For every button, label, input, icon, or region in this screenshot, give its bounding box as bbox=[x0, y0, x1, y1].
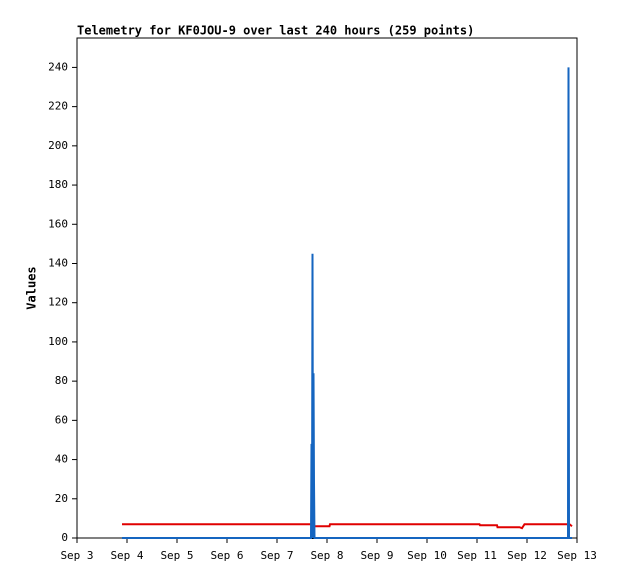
chart-title: Telemetry for KF0JOU-9 over last 240 hou… bbox=[77, 24, 474, 38]
y-tick-label: 160 bbox=[48, 217, 68, 230]
x-tick-label: Sep 10 bbox=[407, 549, 447, 562]
y-tick-label: 200 bbox=[48, 139, 68, 152]
series-line bbox=[122, 523, 573, 530]
x-tick-label: Sep 3 bbox=[60, 549, 93, 562]
y-tick-label: 40 bbox=[55, 453, 68, 466]
y-axis-title: Values bbox=[25, 266, 39, 309]
y-tick-label: 180 bbox=[48, 178, 68, 191]
y-tick-label: 0 bbox=[61, 531, 68, 544]
y-tick-label: 140 bbox=[48, 256, 68, 269]
y-tick-label: 100 bbox=[48, 335, 68, 348]
y-tick-label: 20 bbox=[55, 492, 68, 505]
plot-frame bbox=[76, 37, 578, 539]
y-tick-label: 80 bbox=[55, 374, 68, 387]
y-tick-label: 60 bbox=[55, 413, 68, 426]
y-tick-label: 120 bbox=[48, 296, 68, 309]
x-tick-label: Sep 13 bbox=[557, 549, 597, 562]
x-tick-label: Sep 7 bbox=[260, 549, 293, 562]
x-tick-label: Sep 12 bbox=[507, 549, 547, 562]
series-line bbox=[122, 67, 572, 539]
x-tick-label: Sep 4 bbox=[110, 549, 143, 562]
y-tick-label: 220 bbox=[48, 100, 68, 113]
x-tick-label: Sep 9 bbox=[360, 549, 393, 562]
y-tick-label: 240 bbox=[48, 60, 68, 73]
x-tick-label: Sep 6 bbox=[210, 549, 243, 562]
x-tick-label: Sep 5 bbox=[160, 549, 193, 562]
x-tick-label: Sep 11 bbox=[457, 549, 497, 562]
x-tick-label: Sep 8 bbox=[310, 549, 343, 562]
